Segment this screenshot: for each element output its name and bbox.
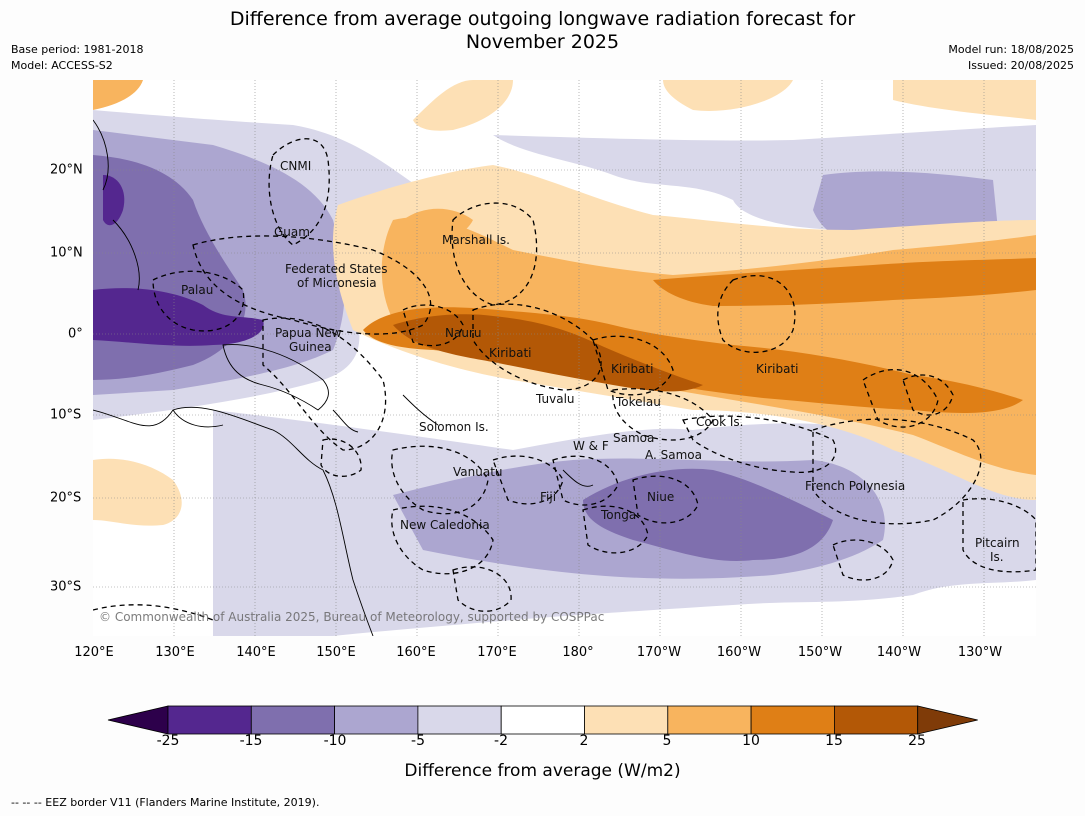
y-tick-10s: 10°S [50, 407, 82, 423]
x-tick-130e: 130°E [155, 645, 195, 660]
label-fiji: Fiji [540, 490, 556, 504]
copyright-notice: © Commonwealth of Australia 2025, Bureau… [99, 610, 604, 624]
label-kiribati-central: Kiribati [611, 362, 653, 376]
x-tick-140e: 140°E [236, 645, 276, 660]
label-nauru: Nauru [445, 326, 481, 340]
x-tick-180: 180° [562, 645, 594, 660]
y-tick-0: 0° [68, 326, 83, 342]
colorbar-swatch [667, 705, 752, 735]
colorbar-label-2: 2 [579, 733, 589, 749]
model-name: Model: ACCESS-S2 [11, 59, 113, 72]
base-period: Base period: 1981-2018 [11, 43, 144, 56]
label-vanuatu: Vanuatu [453, 465, 503, 479]
x-tick-120e: 120°E [74, 645, 114, 660]
label-american-samoa: A. Samoa [645, 448, 702, 462]
label-pitcairn-line2: Is. [990, 550, 1004, 564]
x-tick-170w: 170°W [636, 645, 682, 660]
y-tick-20n: 20°N [50, 162, 83, 178]
colorbar-swatch [417, 705, 502, 735]
colorbar-label-10: 10 [742, 733, 760, 749]
x-tick-140w: 140°W [876, 645, 922, 660]
label-marshall-islands: Marshall Is. [442, 233, 510, 247]
label-kiribati-west: Kiribati [489, 346, 531, 360]
coastlines [93, 119, 594, 636]
issued-date: Issued: 20/08/2025 [967, 59, 1074, 72]
colorbar-label-25: 25 [908, 733, 926, 749]
colorbar-label-neg5: -5 [411, 733, 425, 749]
colorbar-swatch [167, 705, 252, 735]
model-run-date: Model run: 18/08/2025 [948, 43, 1074, 56]
y-tick-10n: 10°N [50, 245, 83, 261]
label-pitcairn-line1: Pitcairn [975, 536, 1020, 550]
colorbar [107, 705, 978, 735]
colorbar-label-5: 5 [662, 733, 672, 749]
colorbar-swatch [334, 705, 419, 735]
colorbar-label-neg15: -15 [239, 733, 263, 749]
x-tick-160e: 160°E [396, 645, 436, 660]
label-niue: Niue [647, 490, 674, 504]
graticule [93, 80, 1036, 636]
colorbar-swatch [750, 705, 835, 735]
label-solomon-islands: Solomon Is. [419, 420, 489, 434]
title-line-2: November 2025 [465, 31, 620, 53]
colorbar-swatch [834, 705, 919, 735]
label-fsm-line1: Federated States [285, 262, 387, 276]
label-new-caledonia: New Caledonia [400, 518, 490, 532]
colorbar-label-neg25: -25 [156, 733, 180, 749]
colorbar-extend-low [107, 705, 169, 735]
anomaly-layer-deep-purple [93, 175, 264, 346]
x-tick-150e: 150°E [316, 645, 356, 660]
model-run-info: Model run: 18/08/2025 Issued: 20/08/2025 [948, 42, 1074, 74]
label-tonga: Tonga [600, 508, 636, 522]
eez-borders [93, 138, 1036, 621]
colorbar-swatch [250, 705, 336, 735]
x-tick-130w: 130°W [957, 645, 1003, 660]
colorbar-label-15: 15 [825, 733, 843, 749]
olr-anomaly-map: CNMI Guam Marshall Is. Federated States … [93, 80, 1036, 636]
base-period-info: Base period: 1981-2018 Model: ACCESS-S2 [11, 42, 143, 74]
label-png-line1: Papua New [275, 326, 342, 340]
y-tick-30s: 30°S [50, 579, 82, 595]
colorbar-label-neg10: -10 [323, 733, 347, 749]
y-tick-20s: 20°S [50, 490, 82, 506]
map-title: Difference from average outgoing longwav… [0, 8, 1085, 54]
place-labels: CNMI Guam Marshall Is. Federated States … [181, 159, 1020, 564]
label-cnmi: CNMI [280, 159, 311, 173]
label-tokelau: Tokelau [615, 395, 661, 409]
label-palau: Palau [181, 283, 213, 297]
x-tick-170e: 170°E [477, 645, 517, 660]
label-samoa: Samoa [613, 431, 654, 445]
label-tuvalu: Tuvalu [535, 392, 575, 406]
colorbar-extend-high [917, 705, 978, 735]
x-tick-160w: 160°W [716, 645, 762, 660]
colorbar-swatch [500, 705, 585, 735]
colorbar-swatch [584, 705, 669, 735]
label-png-line2: Guinea [289, 340, 332, 354]
x-tick-150w: 150°W [797, 645, 843, 660]
label-fsm-line2: of Micronesia [297, 276, 377, 290]
label-cook-islands: Cook Is. [696, 415, 743, 429]
label-kiribati-east: Kiribati [756, 362, 798, 376]
label-guam: Guam [274, 225, 310, 239]
colorbar-title: Difference from average (W/m2) [404, 761, 681, 781]
anomaly-layer-brown [393, 314, 703, 392]
title-line-1: Difference from average outgoing longwav… [229, 8, 856, 30]
label-french-polynesia: French Polynesia [805, 479, 905, 493]
label-wallis-futuna: W & F [573, 439, 609, 453]
eez-footnote: -- -- -- EEZ border V11 (Flanders Marine… [11, 796, 320, 809]
colorbar-label-neg2: -2 [494, 733, 508, 749]
